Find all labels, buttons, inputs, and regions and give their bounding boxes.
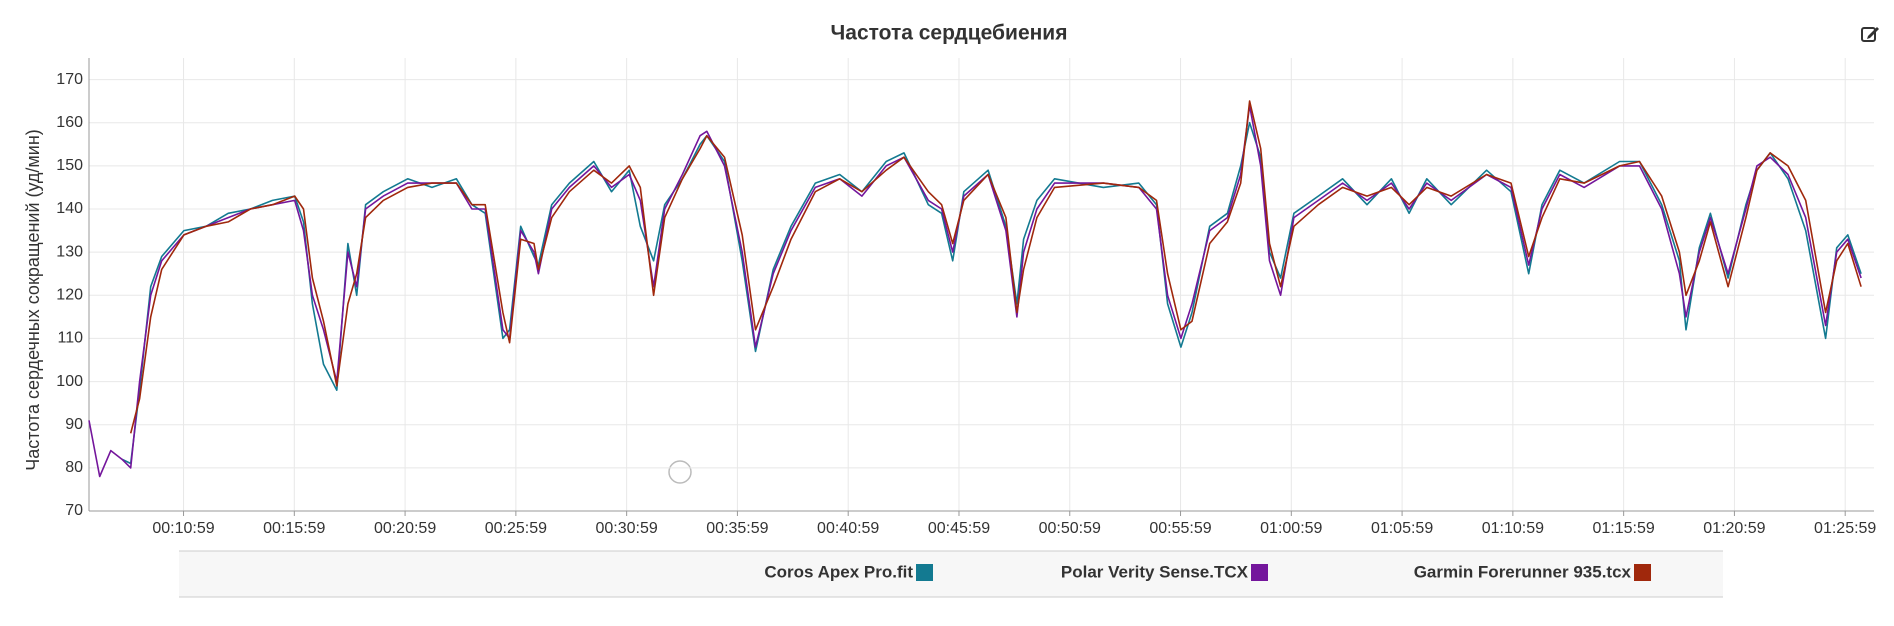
y-tick-label: 150 (56, 157, 83, 174)
y-tick-label: 80 (65, 459, 83, 476)
x-tick-label: 00:20:59 (374, 520, 436, 537)
x-tick-label: 01:25:59 (1814, 520, 1876, 537)
y-tick-label: 120 (56, 287, 83, 304)
series-line (88, 104, 1862, 478)
x-tick-label: 00:30:59 (596, 520, 658, 537)
x-tick-label: 01:15:59 (1593, 520, 1655, 537)
x-tick-label: 00:45:59 (928, 520, 990, 537)
legend-box (179, 551, 1723, 597)
y-axis-title: Частота сердечных сокращений (уд/мин) (23, 129, 43, 471)
x-tick-label: 01:20:59 (1703, 520, 1765, 537)
legend-label: Garmin Forerunner 935.tcx (1414, 562, 1632, 581)
y-tick-label: 160 (56, 114, 83, 131)
x-tick-label: 01:05:59 (1371, 520, 1433, 537)
x-tick-label: 00:15:59 (263, 520, 325, 537)
x-tick-label: 00:10:59 (152, 520, 214, 537)
chart-title: Частота сердцебиения (831, 22, 1068, 45)
y-tick-label: 110 (57, 330, 83, 347)
x-tick-label: 00:25:59 (485, 520, 547, 537)
y-tick-label: 140 (56, 200, 83, 217)
legend-swatch (1634, 564, 1651, 581)
series-line (121, 121, 1862, 465)
legend-label: Coros Apex Pro.fit (764, 562, 913, 581)
legend-swatch (1251, 564, 1268, 581)
legend-swatch (916, 564, 933, 581)
x-tick-label: 00:50:59 (1039, 520, 1101, 537)
series-line (129, 100, 1862, 434)
x-tick-label: 01:00:59 (1260, 520, 1322, 537)
y-tick-label: 90 (65, 416, 83, 433)
legend-label: Polar Verity Sense.TCX (1061, 562, 1249, 581)
x-tick-label: 00:35:59 (706, 520, 768, 537)
y-tick-label: 130 (56, 243, 83, 260)
cursor (668, 460, 692, 484)
x-tick-label: 00:40:59 (817, 520, 879, 537)
x-tick-label: 00:55:59 (1149, 520, 1211, 537)
edit-icon[interactable] (1861, 27, 1879, 42)
y-tick-label: 70 (65, 502, 83, 519)
y-tick-label: 100 (56, 373, 83, 390)
x-tick-label: 01:10:59 (1482, 520, 1544, 537)
y-tick-label: 170 (56, 71, 83, 88)
